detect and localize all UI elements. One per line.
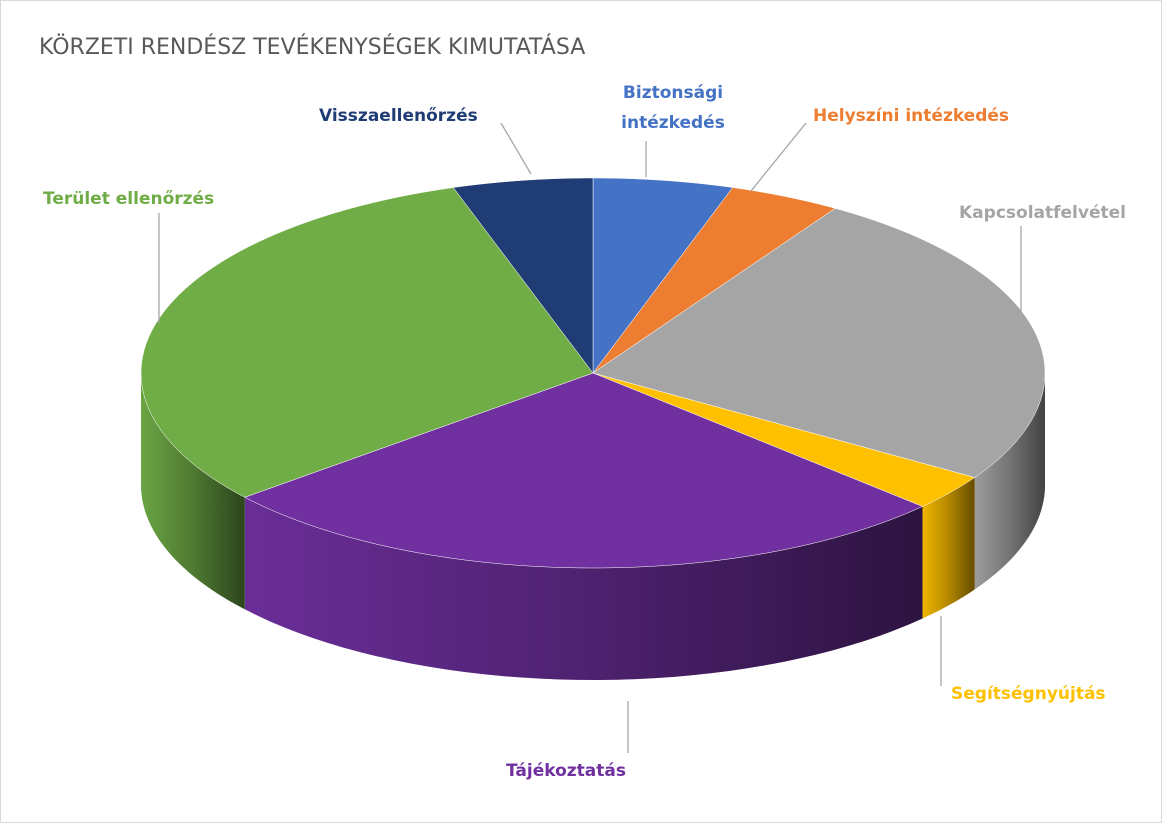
slice-side-shade xyxy=(141,373,245,610)
slice-side-shade xyxy=(922,477,975,619)
data-label: Segítségnyújtás xyxy=(951,684,1106,704)
slice xyxy=(592,177,734,374)
data-label: Visszaellenőrzés xyxy=(319,106,478,126)
slice-side-shade xyxy=(244,497,923,680)
slice xyxy=(592,372,976,507)
data-label: Biztonsági intézkedés xyxy=(621,83,725,133)
leader-line xyxy=(500,122,532,175)
data-label: Kapcsolatfelvétel xyxy=(959,203,1126,223)
slice xyxy=(452,177,594,374)
data-label: Terület ellenőrzés xyxy=(43,189,215,209)
slice xyxy=(244,372,924,569)
leader-line xyxy=(750,122,807,192)
slice xyxy=(592,187,836,374)
data-label: Helyszíni intézkedés xyxy=(813,106,1010,126)
data-label: Tájékoztatás xyxy=(506,761,626,781)
slice xyxy=(592,208,1046,478)
chart-title: KÖRZETI RENDÉSZ TEVÉKENYSÉGEK KIMUTATÁSA xyxy=(39,35,586,60)
